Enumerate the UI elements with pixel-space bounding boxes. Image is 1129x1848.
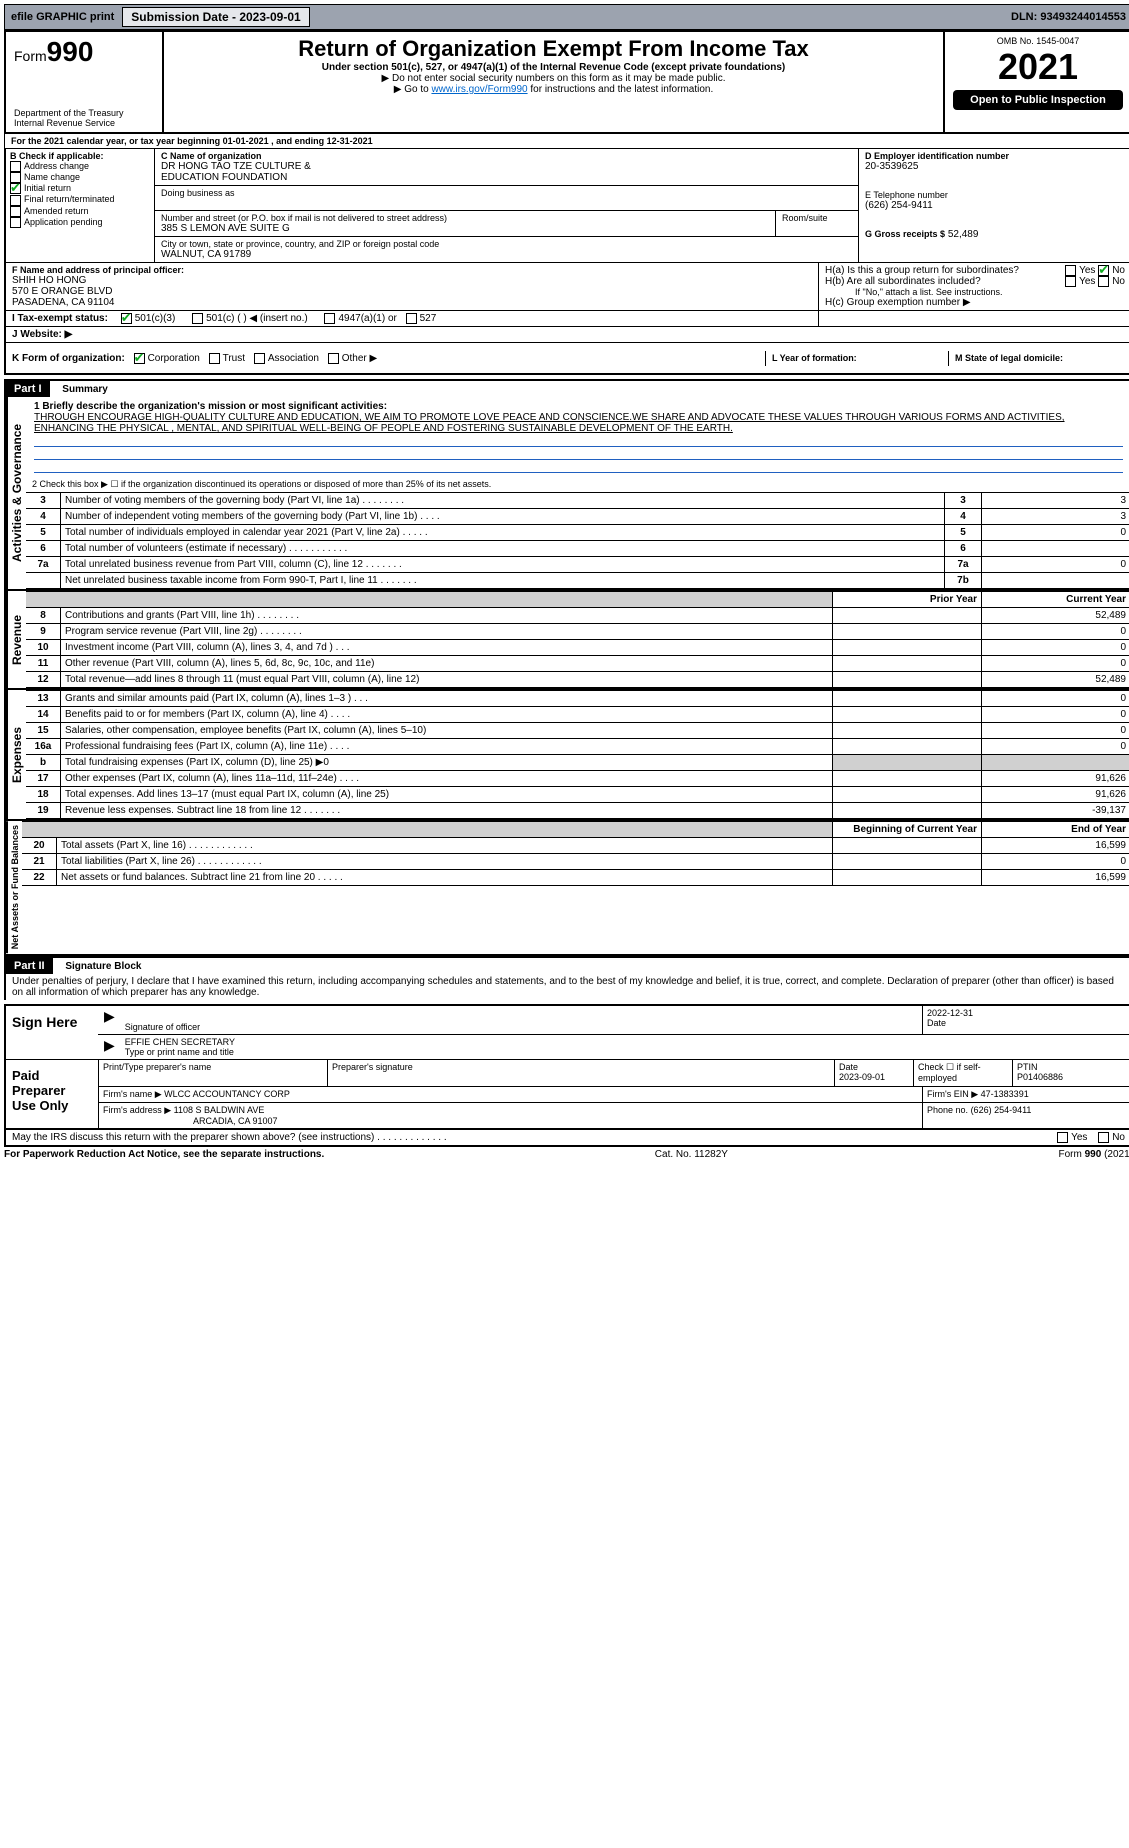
city-label: City or town, state or province, country… bbox=[161, 239, 852, 249]
box-b-option[interactable]: Initial return bbox=[10, 183, 150, 194]
efile-topbar: efile GRAPHIC print Submission Date - 20… bbox=[4, 4, 1129, 30]
org-name-1: DR HONG TAO TZE CULTURE & bbox=[161, 161, 852, 172]
table-row: 10Investment income (Part VIII, column (… bbox=[26, 640, 1129, 656]
org-city: WALNUT, CA 91789 bbox=[161, 249, 852, 260]
box-b-option[interactable]: Address change bbox=[10, 161, 150, 172]
tax-year: 2021 bbox=[953, 46, 1123, 88]
table-row: 13Grants and similar amounts paid (Part … bbox=[26, 691, 1129, 707]
table-row: 9Program service revenue (Part VIII, lin… bbox=[26, 624, 1129, 640]
tax-period-line: For the 2021 calendar year, or tax year … bbox=[4, 134, 1129, 149]
table-row: 12Total revenue—add lines 8 through 11 (… bbox=[26, 672, 1129, 688]
paid-preparer-label: Paid Preparer Use Only bbox=[6, 1060, 98, 1128]
table-row: 15Salaries, other compensation, employee… bbox=[26, 723, 1129, 739]
form-header: Form990 Department of the Treasury Inter… bbox=[4, 30, 1129, 134]
box-b-option[interactable]: Amended return bbox=[10, 206, 150, 217]
box-f: F Name and address of principal officer:… bbox=[6, 263, 819, 310]
perjury-declaration: Under penalties of perjury, I declare th… bbox=[4, 974, 1129, 1000]
table-row: 14Benefits paid to or for members (Part … bbox=[26, 707, 1129, 723]
subtitle-3: ▶ Go to www.irs.gov/Form990 for instruct… bbox=[172, 84, 935, 95]
officer-typed-name: EFFIE CHEN SECRETARY bbox=[125, 1037, 1127, 1047]
box-h: H(a) Is this a group return for subordin… bbox=[819, 263, 1129, 310]
phone-value: (626) 254-9411 bbox=[865, 200, 1125, 211]
part2-header: Part II bbox=[6, 958, 53, 974]
box-e-label: E Telephone number bbox=[865, 190, 1125, 200]
box-j-website: J Website: ▶ bbox=[6, 327, 819, 342]
netassets-table: Beginning of Current YearEnd of Year20To… bbox=[22, 821, 1129, 886]
box-m: M State of legal domicile: bbox=[948, 351, 1129, 366]
box-b-option[interactable]: Application pending bbox=[10, 217, 150, 228]
page-footer: For Paperwork Reduction Act Notice, see … bbox=[4, 1149, 1129, 1160]
part2-title: Signature Block bbox=[65, 961, 141, 972]
table-row: 7aTotal unrelated business revenue from … bbox=[26, 557, 1129, 573]
table-row: 6Total number of volunteers (estimate if… bbox=[26, 541, 1129, 557]
governance-table: 3Number of voting members of the governi… bbox=[26, 492, 1129, 589]
discuss-question: May the IRS discuss this return with the… bbox=[12, 1132, 1057, 1143]
table-row: 4Number of independent voting members of… bbox=[26, 509, 1129, 525]
firm-name: WLCC ACCOUNTANCY CORP bbox=[164, 1089, 290, 1099]
open-to-public-badge: Open to Public Inspection bbox=[953, 90, 1123, 110]
table-row: 19Revenue less expenses. Subtract line 1… bbox=[26, 803, 1129, 819]
table-row: 20Total assets (Part X, line 16) . . . .… bbox=[22, 838, 1129, 854]
section-label-netassets: Net Assets or Fund Balances bbox=[6, 821, 22, 953]
box-b-option[interactable]: Name change bbox=[10, 172, 150, 183]
expenses-table: 13Grants and similar amounts paid (Part … bbox=[26, 690, 1129, 819]
org-name-2: EDUCATION FOUNDATION bbox=[161, 172, 852, 183]
submission-date-button[interactable]: Submission Date - 2023-09-01 bbox=[122, 7, 309, 27]
table-row: 8Contributions and grants (Part VIII, li… bbox=[26, 608, 1129, 624]
line1-label: 1 Briefly describe the organization's mi… bbox=[34, 401, 387, 412]
sign-here-label: Sign Here bbox=[6, 1006, 98, 1059]
dept-treasury: Department of the Treasury bbox=[14, 108, 154, 118]
dept-irs: Internal Revenue Service bbox=[14, 118, 154, 128]
section-label-revenue: Revenue bbox=[6, 591, 26, 688]
form-number: Form990 bbox=[14, 36, 154, 68]
box-l: L Year of formation: bbox=[765, 351, 948, 366]
instructions-link[interactable]: www.irs.gov/Form990 bbox=[431, 84, 527, 95]
box-c-name-label: C Name of organization bbox=[161, 151, 852, 161]
section-label-expenses: Expenses bbox=[6, 690, 26, 819]
table-row: 17Other expenses (Part IX, column (A), l… bbox=[26, 771, 1129, 787]
subtitle-1: Under section 501(c), 527, or 4947(a)(1)… bbox=[172, 62, 935, 73]
table-row: 16aProfessional fundraising fees (Part I… bbox=[26, 739, 1129, 755]
room-suite-label: Room/suite bbox=[782, 213, 852, 223]
form-title: Return of Organization Exempt From Incom… bbox=[172, 36, 935, 62]
mission-text: THROUGH ENCOURAGE HIGH-QUALITY CULTURE A… bbox=[34, 412, 1065, 434]
efile-label: efile GRAPHIC print bbox=[5, 9, 120, 25]
table-row: 18Total expenses. Add lines 13–17 (must … bbox=[26, 787, 1129, 803]
table-row: bTotal fundraising expenses (Part IX, co… bbox=[26, 755, 1129, 771]
box-k: K Form of organization: Corporation Trus… bbox=[6, 351, 765, 366]
line2-checkbox-text: 2 Check this box ▶ ☐ if the organization… bbox=[26, 477, 1129, 492]
signature-block: Sign Here ▶ Signature of officer 2022-12… bbox=[4, 1004, 1129, 1147]
table-row: Net unrelated business taxable income fr… bbox=[26, 573, 1129, 589]
box-g: G Gross receipts $ 52,489 bbox=[865, 229, 1125, 240]
box-b-option[interactable]: Final return/terminated bbox=[10, 194, 150, 205]
table-row: 11Other revenue (Part VIII, column (A), … bbox=[26, 656, 1129, 672]
org-address: 385 S LEMON AVE SUITE G bbox=[161, 223, 769, 234]
addr-label: Number and street (or P.O. box if mail i… bbox=[161, 213, 769, 223]
dba-label: Doing business as bbox=[161, 188, 852, 198]
table-row: 21Total liabilities (Part X, line 26) . … bbox=[22, 854, 1129, 870]
table-row: 3Number of voting members of the governi… bbox=[26, 493, 1129, 509]
box-b: B Check if applicable: Address changeNam… bbox=[6, 149, 155, 262]
dln-label: DLN: 93493244014553 bbox=[1005, 9, 1129, 25]
part1-title: Summary bbox=[62, 384, 108, 395]
box-d-label: D Employer identification number bbox=[865, 151, 1125, 161]
table-row: 22Net assets or fund balances. Subtract … bbox=[22, 870, 1129, 886]
omb-number: OMB No. 1545-0047 bbox=[953, 36, 1123, 46]
section-label-governance: Activities & Governance bbox=[6, 397, 26, 589]
subtitle-2: ▶ Do not enter social security numbers o… bbox=[172, 73, 935, 84]
part1-header: Part I bbox=[6, 381, 50, 397]
ein-value: 20-3539625 bbox=[865, 161, 1125, 172]
revenue-table: Prior YearCurrent Year8Contributions and… bbox=[26, 591, 1129, 688]
box-i: I Tax-exempt status: 501(c)(3) 501(c) ( … bbox=[6, 311, 819, 326]
table-row: 5Total number of individuals employed in… bbox=[26, 525, 1129, 541]
